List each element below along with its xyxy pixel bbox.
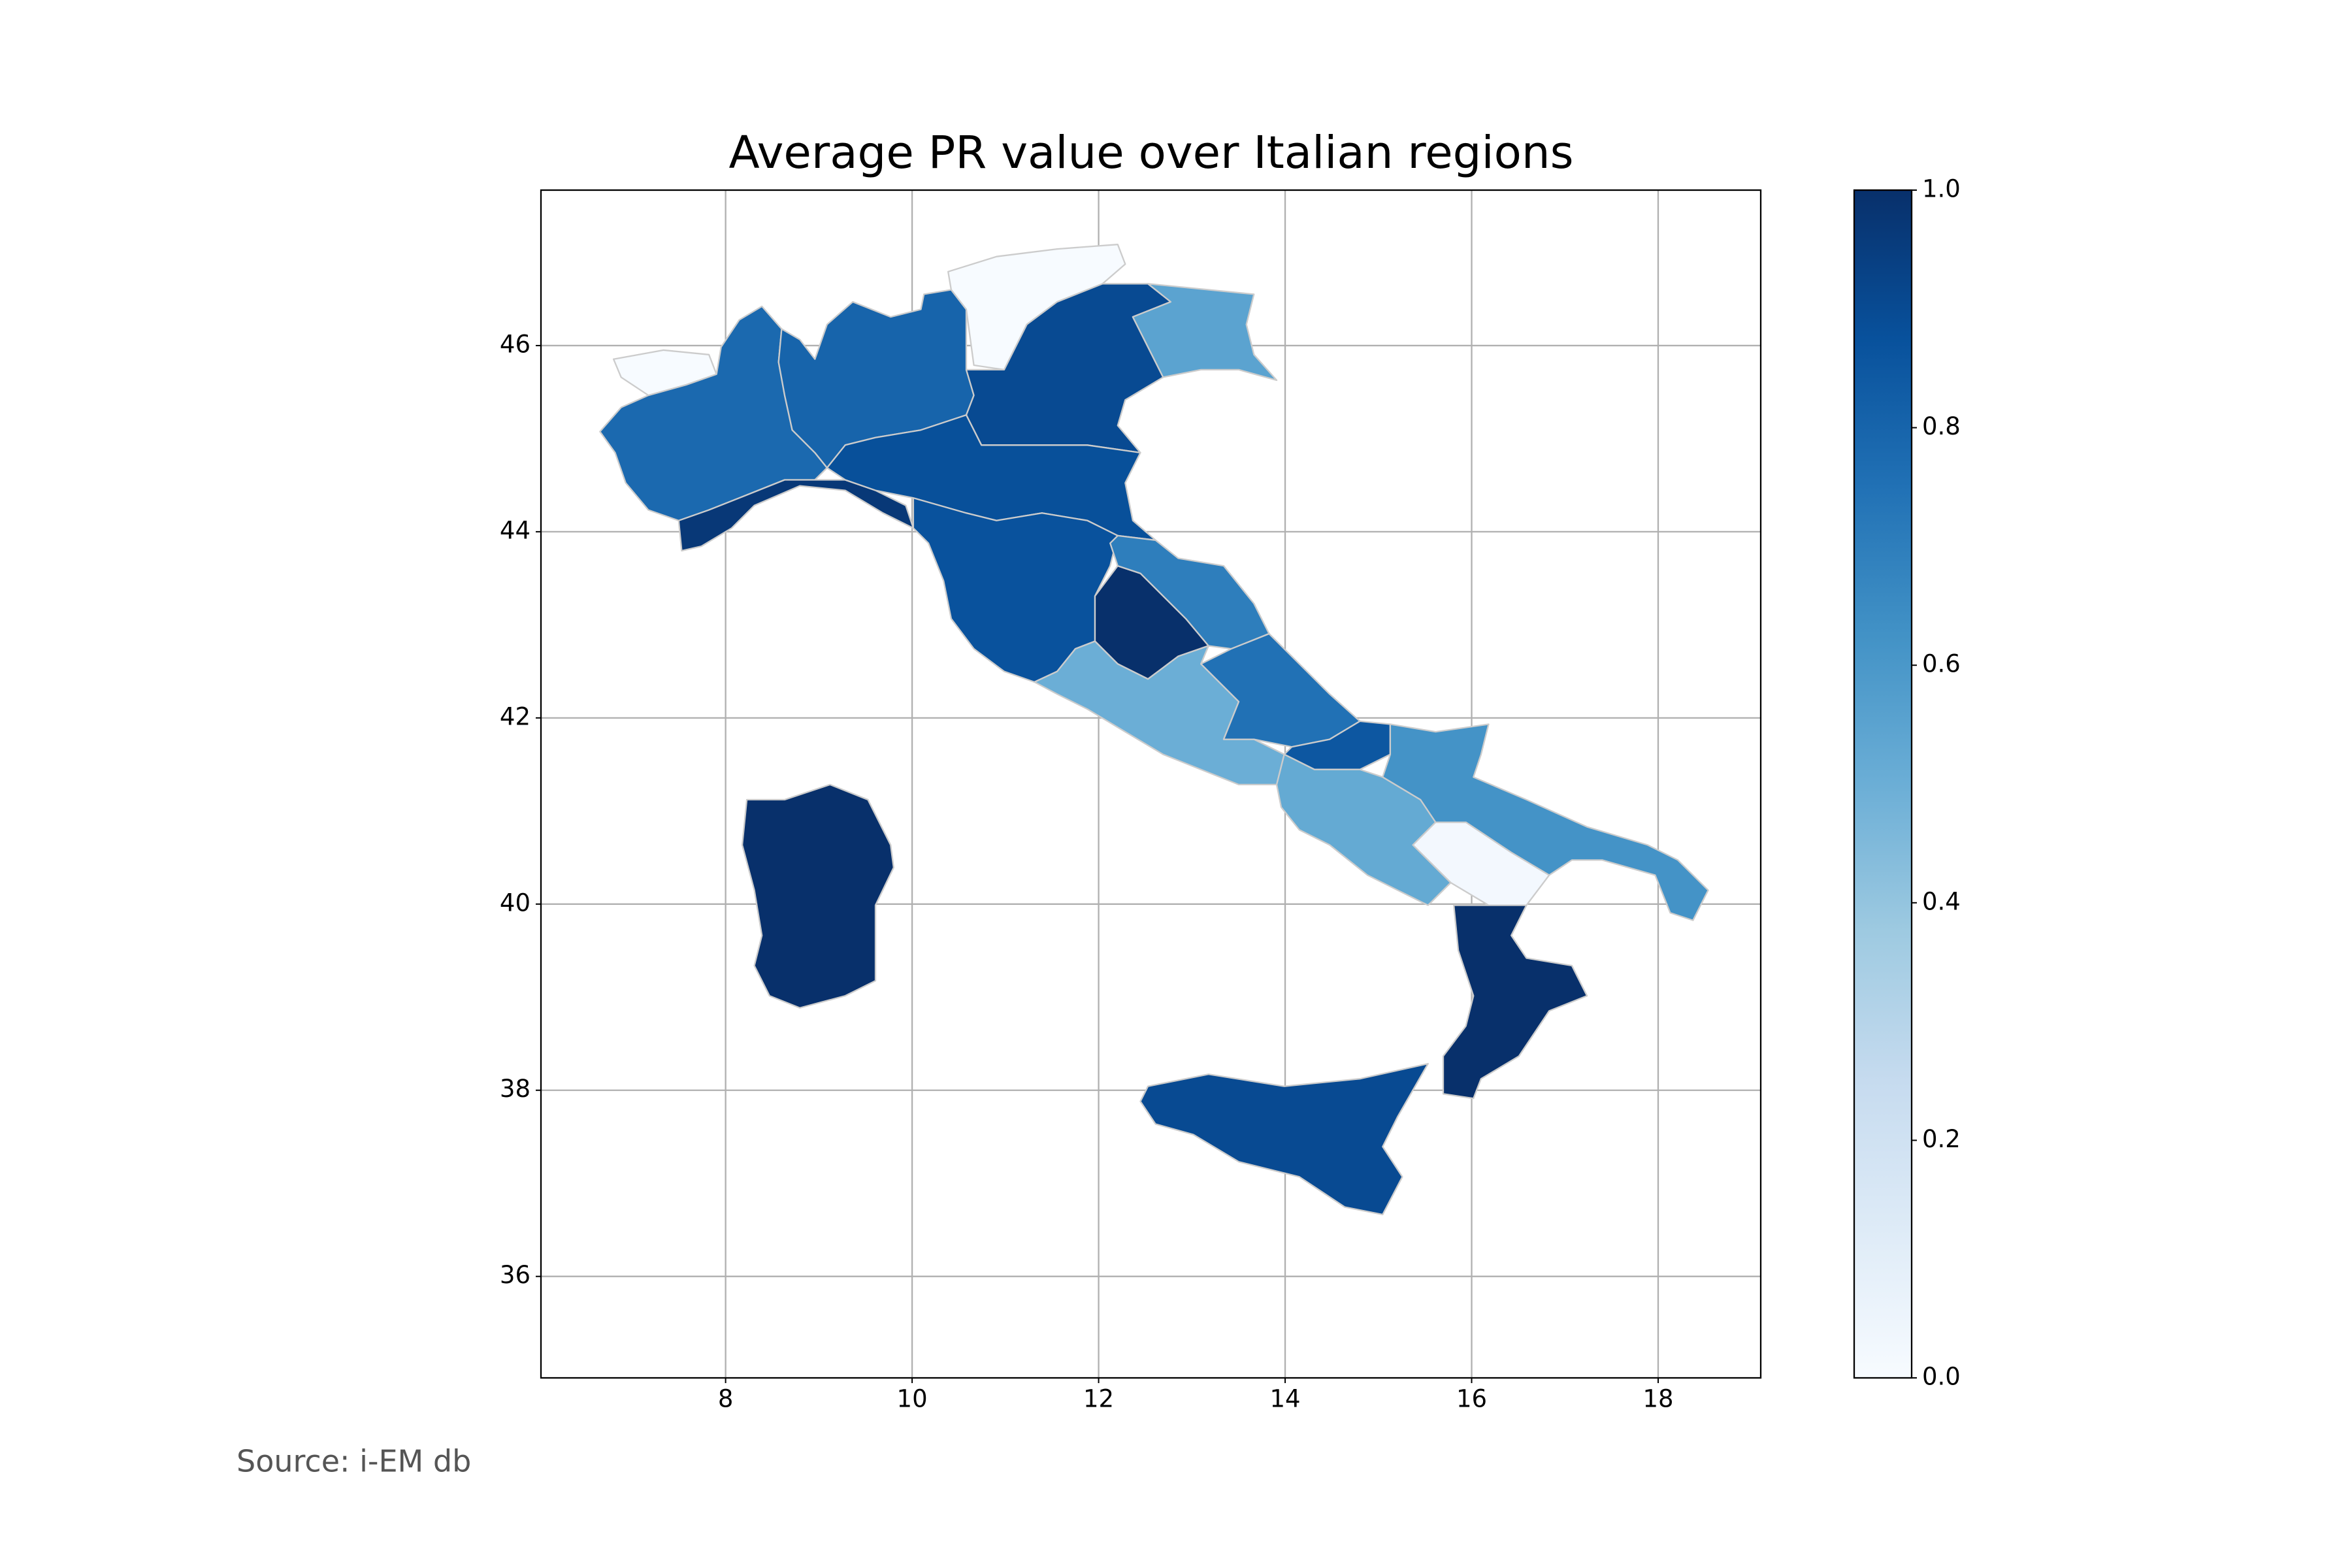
x-tick-label: 12 [1083, 1385, 1114, 1413]
chart-title: Average PR value over Italian regions [728, 127, 1573, 179]
colorbar-tick-label: 1.0 [1922, 175, 1961, 203]
x-tick-label: 18 [1642, 1385, 1673, 1413]
x-tick-label: 14 [1269, 1385, 1300, 1413]
region [1382, 723, 1709, 921]
region [777, 289, 975, 469]
region [1139, 1062, 1429, 1216]
x-tick-label: 16 [1456, 1385, 1487, 1413]
y-tick-label: 38 [500, 1075, 531, 1103]
region [1109, 534, 1270, 650]
y-tick-label: 42 [500, 702, 531, 730]
region [1442, 904, 1588, 1100]
plot-frame [540, 189, 1762, 1379]
y-tick-label: 40 [500, 889, 531, 917]
y-tick-label: 44 [500, 516, 531, 544]
colorbar-tick-label: 0.0 [1922, 1363, 1961, 1391]
region [741, 783, 894, 1009]
colorbar-tick-label: 0.8 [1922, 412, 1961, 440]
axes: 8 10 12 14 16 18 36 38 40 42 44 46 [500, 330, 1674, 1413]
colorbar-tick-label: 0.2 [1922, 1125, 1961, 1153]
x-tick-label: 8 [718, 1385, 734, 1413]
colorbar [1853, 189, 1913, 1379]
colorbar-tick-label: 0.6 [1922, 650, 1961, 678]
colorbar-axis: 0.0 0.2 0.4 0.6 0.8 1.0 [1912, 175, 1961, 1391]
region [1132, 283, 1278, 382]
y-tick-label: 36 [500, 1261, 531, 1289]
x-tick-label: 10 [897, 1385, 928, 1413]
y-tick-label: 46 [500, 330, 531, 358]
map [599, 244, 1709, 1216]
source-note: Source: i-EM db [237, 1444, 471, 1479]
colorbar-tick-label: 0.4 [1922, 887, 1961, 915]
